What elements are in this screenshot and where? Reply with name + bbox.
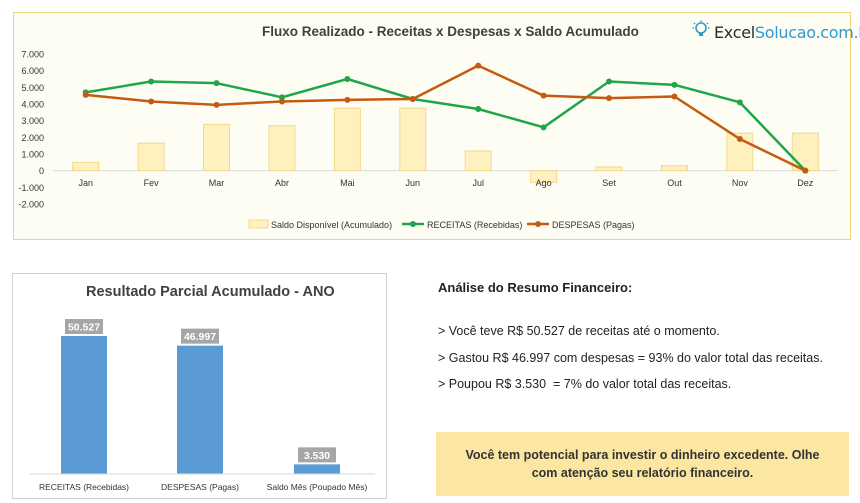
summary-category-label: Saldo Mês (Poupado Mês)	[267, 482, 368, 492]
despesas-point	[475, 62, 482, 69]
analysis-line-receitas: > Você teve R$ 50.527 de receitas até o …	[438, 324, 720, 338]
logo-text-prefix: Excel	[714, 23, 755, 42]
legend-swatch-saldo	[248, 219, 269, 229]
summary-value-label: 3.530	[304, 450, 330, 462]
y-tick-label: 6.000	[21, 66, 44, 76]
flow-chart-panel	[13, 12, 851, 240]
y-tick-label: 1.000	[21, 150, 44, 160]
summary-bar	[61, 336, 107, 474]
despesas-point	[540, 92, 547, 99]
x-tick-label: Abr	[275, 178, 289, 188]
saldo-bar	[268, 125, 296, 172]
y-tick-label: 0	[39, 166, 44, 176]
despesas-point	[409, 96, 416, 102]
investment-callout: Você tem potencial para investir o dinhe…	[436, 432, 849, 496]
x-tick-label: Dez	[797, 178, 814, 188]
receitas-point	[671, 81, 678, 88]
y-tick-label: 3.000	[21, 116, 44, 126]
x-tick-label: Out	[667, 178, 682, 188]
despesas-point	[148, 98, 155, 105]
receitas-point	[736, 99, 743, 106]
summary-bar	[177, 345, 223, 474]
summary-value-label: 46.997	[184, 331, 216, 343]
summary-bar	[294, 464, 340, 474]
saldo-bar	[72, 161, 100, 172]
lightbulb-icon	[692, 20, 710, 45]
y-tick-label: 4.000	[21, 100, 44, 110]
despesas-line	[85, 64, 806, 172]
receitas-point	[475, 106, 482, 112]
legend-label-saldo: Saldo Disponível (Acumulado)	[271, 220, 392, 230]
despesas-point	[278, 98, 285, 105]
saldo-bar	[464, 150, 492, 172]
receitas-point	[344, 76, 351, 82]
saldo-bar	[333, 107, 361, 172]
receitas-point	[606, 78, 613, 85]
despesas-point	[736, 136, 743, 142]
y-tick-label: -2.000	[18, 200, 44, 210]
saldo-bar	[203, 123, 231, 172]
x-tick-label: Set	[602, 178, 616, 188]
saldo-bar	[660, 165, 688, 172]
receitas-line	[85, 77, 807, 172]
x-tick-label: Ago	[536, 178, 552, 188]
receitas-point	[540, 124, 547, 131]
y-tick-label: 5.000	[21, 83, 44, 93]
x-tick-label: Nov	[732, 178, 749, 188]
analysis-title: Análise do Resumo Financeiro:	[438, 280, 633, 295]
flow-chart-title: Fluxo Realizado - Receitas x Despesas x …	[262, 24, 639, 39]
logo-text-suffix: Solucao.com.br	[754, 23, 860, 42]
summary-chart-title: Resultado Parcial Acumulado - ANO	[86, 284, 335, 300]
saldo-bar	[530, 170, 558, 183]
x-tick-label: Jun	[406, 178, 421, 188]
legend-label-receitas: RECEITAS (Recebidas)	[427, 220, 522, 230]
summary-value-label-bg	[181, 328, 219, 344]
analysis-line-poupou: > Poupou R$ 3.530 = 7% do valor total da…	[438, 377, 732, 391]
summary-value-label: 50.527	[68, 322, 100, 334]
y-tick-label: -1.000	[18, 183, 44, 193]
legend-marker-receitas	[410, 221, 416, 227]
summary-value-label-bg	[298, 447, 336, 463]
despesas-point	[606, 95, 613, 102]
summary-category-label: DESPESAS (Pagas)	[161, 482, 239, 492]
y-tick-label: 7.000	[21, 50, 44, 60]
legend-marker-despesas	[535, 221, 541, 227]
receitas-point	[278, 94, 285, 101]
legend-label-despesas: DESPESAS (Pagas)	[552, 220, 635, 230]
saldo-bar	[137, 142, 165, 172]
analysis-line-despesas: > Gastou R$ 46.997 com despesas = 93% do…	[438, 351, 823, 365]
saldo-bar	[595, 166, 623, 172]
receitas-point	[213, 80, 220, 87]
brand-logo: ExcelSolucao.com.br	[692, 20, 860, 45]
x-tick-label: Jan	[78, 178, 93, 188]
y-tick-label: 2.000	[21, 133, 44, 143]
summary-value-label-bg	[65, 319, 103, 334]
x-tick-label: Jul	[472, 178, 484, 188]
despesas-point	[344, 96, 351, 103]
x-tick-label: Mar	[209, 178, 225, 188]
saldo-bar	[399, 107, 427, 172]
despesas-point	[213, 101, 220, 108]
despesas-point	[82, 91, 89, 98]
receitas-point	[148, 78, 155, 85]
despesas-point	[802, 167, 809, 174]
x-tick-label: Fev	[144, 178, 160, 188]
x-tick-label: Mai	[340, 178, 355, 188]
despesas-point	[671, 93, 678, 100]
summary-category-label: RECEITAS (Recebidas)	[39, 482, 129, 492]
